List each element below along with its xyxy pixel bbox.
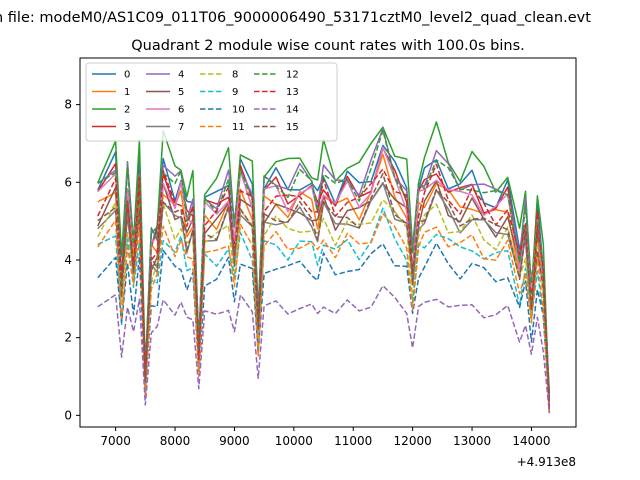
series-line-15 bbox=[97, 172, 551, 397]
series-line-13 bbox=[97, 163, 551, 409]
axis-layer: 7000 8000 9000 10000 11000 12000 13000 14000 0 2 4… bbox=[64, 98, 550, 448]
axes-frame bbox=[79, 57, 577, 428]
legend-label-7: 7 bbox=[178, 122, 184, 133]
x-tick-label: 8000 bbox=[160, 434, 191, 448]
series-line-12 bbox=[97, 129, 551, 394]
y-tick-label: 8 bbox=[64, 98, 72, 112]
legend-label-15: 15 bbox=[286, 122, 299, 133]
x-tick-label: 9000 bbox=[219, 434, 250, 448]
legend-label-9: 9 bbox=[232, 87, 238, 98]
legend-label-10: 10 bbox=[232, 105, 245, 116]
legend-label-12: 12 bbox=[286, 70, 299, 81]
series-line-9 bbox=[97, 207, 551, 403]
legend-label-1: 1 bbox=[124, 87, 130, 98]
legend-label-6: 6 bbox=[178, 105, 184, 116]
x-tick-label: 13000 bbox=[453, 434, 491, 448]
legend-label-2: 2 bbox=[124, 105, 130, 116]
y-tick-label: 0 bbox=[64, 408, 72, 422]
legend-label-13: 13 bbox=[286, 87, 299, 98]
legend-label-8: 8 bbox=[232, 70, 238, 81]
legend-label-0: 0 bbox=[124, 70, 130, 81]
legend-box bbox=[85, 62, 338, 142]
legend-label-14: 14 bbox=[286, 105, 299, 116]
x-tick-label: 7000 bbox=[100, 434, 131, 448]
x-tick-label: 10000 bbox=[275, 434, 313, 448]
series-line-2 bbox=[97, 121, 551, 406]
x-offset-label: +4.913e8 bbox=[517, 455, 576, 469]
series-line-4 bbox=[97, 127, 551, 393]
series-line-5 bbox=[97, 180, 551, 413]
legend-label-5: 5 bbox=[178, 87, 184, 98]
y-tick-label: 4 bbox=[64, 253, 72, 267]
series-line-6 bbox=[97, 146, 551, 406]
y-tick-label: 6 bbox=[64, 175, 72, 189]
legend-label-11: 11 bbox=[232, 122, 245, 133]
series-line-7 bbox=[97, 181, 551, 399]
series-line-11 bbox=[97, 213, 551, 414]
x-tick-label: 11000 bbox=[334, 434, 372, 448]
chart-title: Quadrant 2 module wise count rates with … bbox=[131, 38, 525, 54]
y-tick-label: 2 bbox=[64, 331, 72, 345]
suptitle: n file: modeM0/AS1C09_011T06_9000006490_… bbox=[0, 10, 591, 26]
x-tick-label: 14000 bbox=[512, 434, 550, 448]
legend-label-3: 3 bbox=[124, 122, 130, 133]
x-tick-label: 12000 bbox=[394, 434, 432, 448]
series-line-14 bbox=[97, 284, 551, 413]
series-line-10 bbox=[97, 242, 551, 407]
legend-label-4: 4 bbox=[178, 70, 184, 81]
series-layer bbox=[97, 121, 551, 414]
series-line-0 bbox=[97, 144, 551, 414]
